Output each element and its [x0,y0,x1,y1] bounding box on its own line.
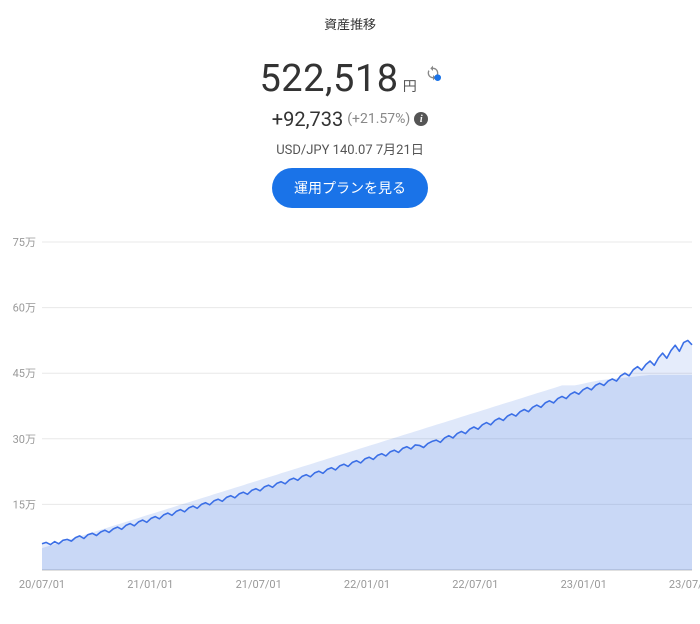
svg-text:45万: 45万 [13,367,36,380]
gain-row: +92,733 (+21.57%) i [0,107,700,131]
gain-value: +92,733 [272,107,343,131]
svg-text:20/07/01: 20/07/01 [19,578,65,591]
info-icon[interactable]: i [414,112,428,126]
svg-text:75万: 75万 [13,236,36,249]
fx-rate: 140.07 [333,143,373,158]
view-plan-button[interactable]: 運用プランを見る [272,168,428,208]
svg-text:22/07/01: 22/07/01 [452,578,498,591]
refresh-icon[interactable] [425,65,441,81]
svg-text:21/07/01: 21/07/01 [236,578,282,591]
svg-text:30万: 30万 [13,433,36,446]
svg-text:23/07/01: 23/07/01 [669,578,700,591]
page-title: 資産推移 [0,14,700,33]
gain-pct: (+21.57%) [347,111,410,127]
svg-text:22/01/01: 22/01/01 [344,578,390,591]
balance-row: 522,518 円 [0,57,700,101]
balance-unit: 円 [403,76,417,96]
asset-chart: 15万30万45万60万75万20/07/0121/01/0121/07/012… [42,238,692,594]
fx-date: 7月21日 [376,143,424,158]
svg-text:23/01/01: 23/01/01 [561,578,607,591]
balance-value: 522,518 [259,57,398,101]
fx-pair: USD/JPY [276,143,329,158]
fx-row: USD/JPY 140.07 7月21日 [0,139,700,158]
svg-text:60万: 60万 [13,302,36,315]
svg-text:21/01/01: 21/01/01 [127,578,173,591]
svg-text:15万: 15万 [13,498,36,511]
